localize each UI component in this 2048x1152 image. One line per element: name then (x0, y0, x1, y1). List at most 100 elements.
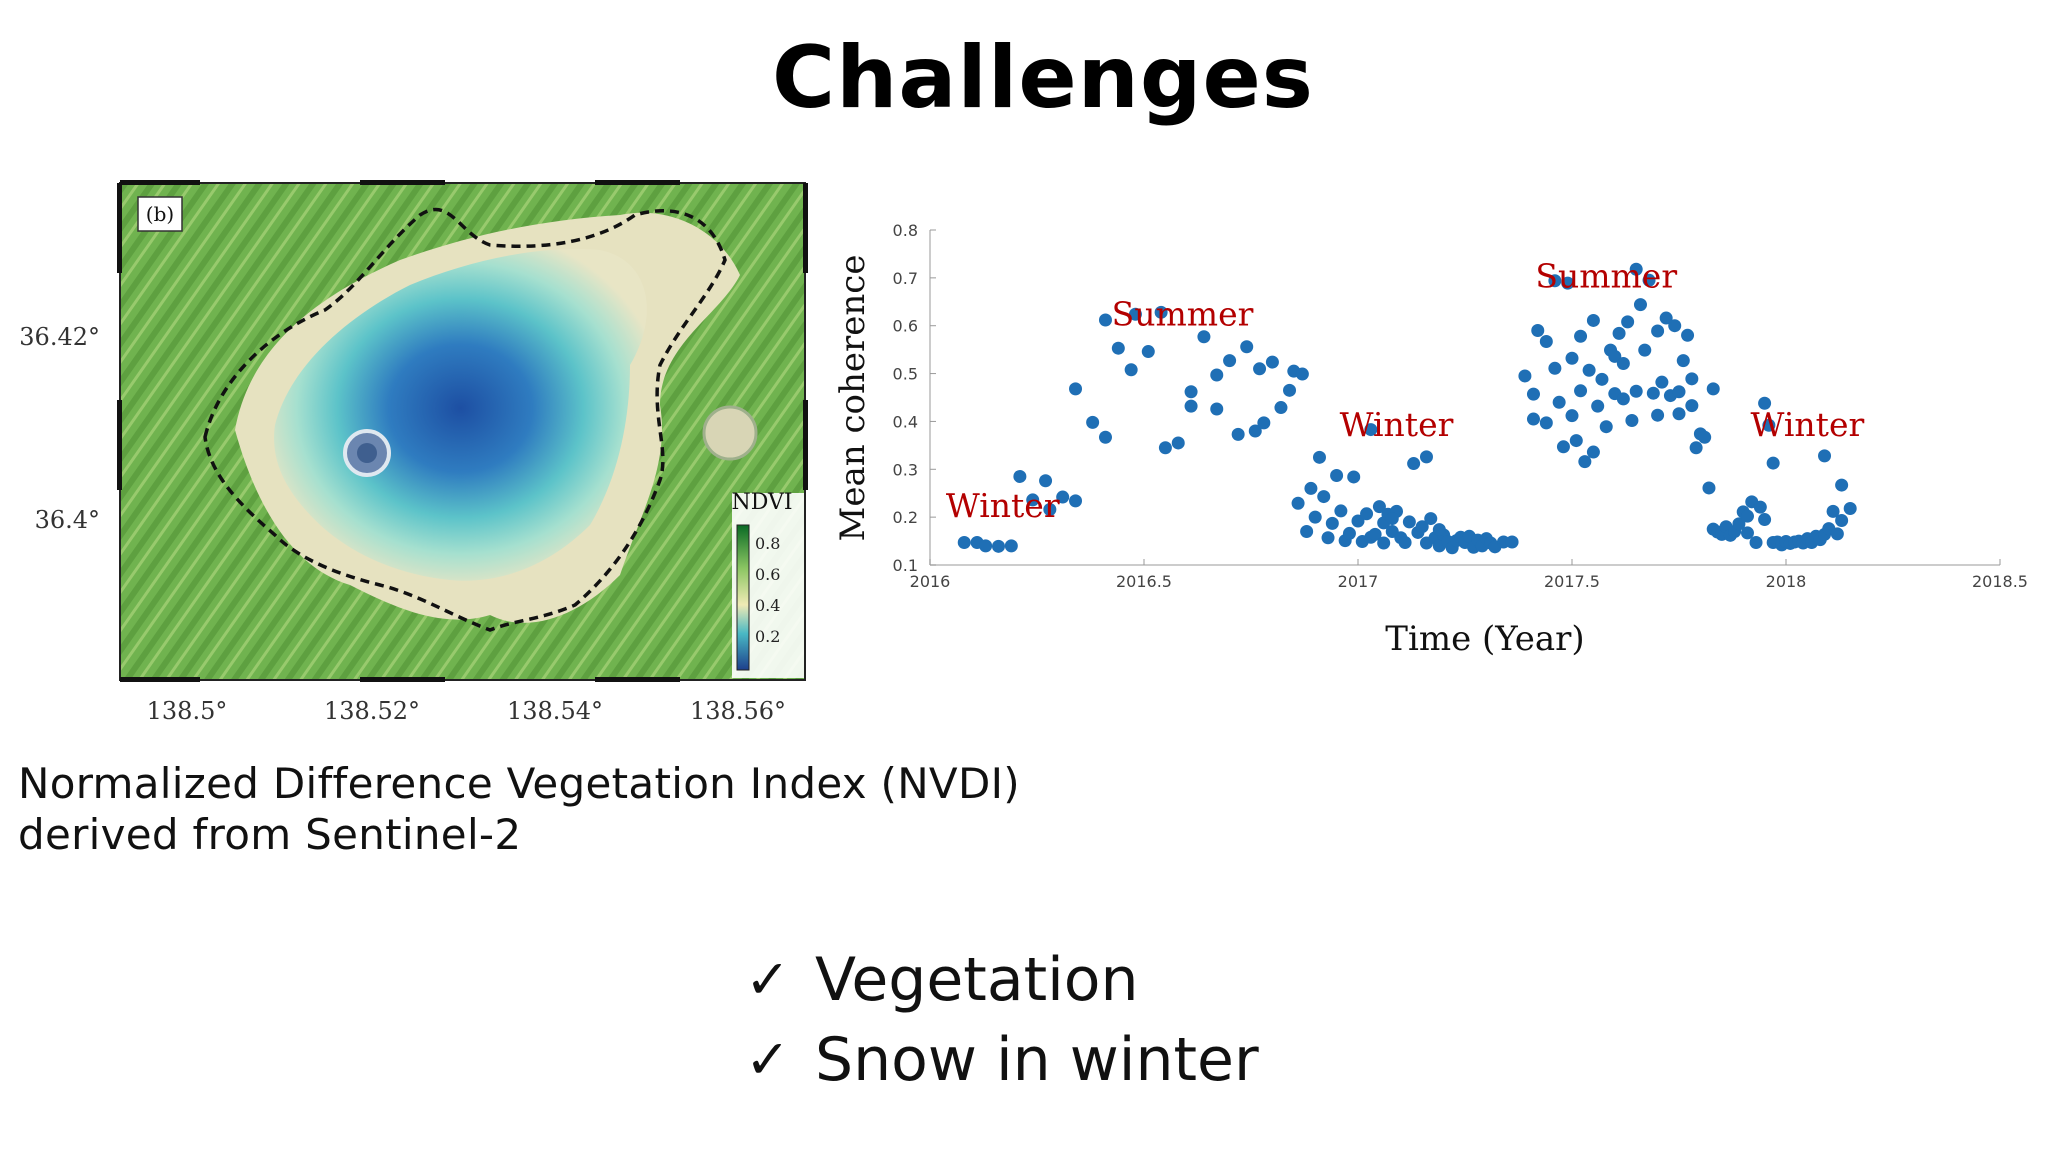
caption-line: Normalized Difference Vegetation Index (… (18, 759, 1020, 808)
data-point (1539, 416, 1553, 430)
data-point (1835, 478, 1849, 492)
y-axis-label: Mean coherence (833, 255, 873, 542)
colorbar-tick: 0.8 (755, 534, 780, 553)
data-point (1646, 386, 1660, 400)
colorbar-tick: 0.2 (755, 627, 780, 646)
data-point (1638, 343, 1652, 357)
data-point (1826, 504, 1840, 518)
x-axis-label: Time (Year) (1385, 619, 1584, 659)
side-cone (702, 405, 758, 461)
data-point (1565, 351, 1579, 365)
data-point (1304, 481, 1318, 495)
data-point (1321, 531, 1335, 545)
data-point (1385, 512, 1399, 526)
data-point (1758, 513, 1772, 527)
data-point (1608, 349, 1622, 363)
check-icon: ✓ (745, 1028, 791, 1091)
data-point (1574, 384, 1588, 398)
y-tick-label: 0.3 (893, 460, 918, 479)
data-point (1633, 298, 1647, 312)
data-point (1685, 399, 1699, 413)
data-point (1531, 324, 1545, 337)
data-point (1368, 527, 1382, 541)
data-point (979, 539, 993, 553)
data-point (1360, 507, 1374, 521)
data-point (1526, 412, 1540, 426)
data-point (1240, 340, 1254, 354)
y-tick-label: 0.4 (893, 412, 918, 431)
data-point (1586, 313, 1600, 327)
data-point (1257, 416, 1271, 430)
caption-line: derived from Sentinel-2 (18, 810, 522, 859)
data-point (1291, 496, 1305, 510)
data-point (1629, 384, 1643, 398)
data-point (1231, 427, 1245, 441)
data-point (1561, 276, 1575, 290)
data-point (1651, 408, 1665, 422)
ndvi-colorbar (736, 524, 750, 671)
data-point (1158, 441, 1172, 455)
data-point (957, 536, 971, 550)
challenge-list: ✓ Vegetation ✓ Snow in winter (745, 940, 1259, 1100)
coherence-scatter: 2016 2016.5 2017 2017.5 2018 2018.5 0.1 0.2 0.3 0… (833, 221, 2028, 659)
map-caption: Normalized Difference Vegetation Index (… (18, 758, 1118, 860)
data-point (1591, 399, 1605, 413)
data-point (1762, 418, 1776, 432)
data-point (1629, 262, 1643, 276)
data-point (1651, 324, 1665, 338)
data-point (1184, 399, 1198, 413)
data-point (1111, 341, 1125, 355)
data-point (1351, 514, 1365, 528)
y-tick-label: 0.6 (893, 317, 918, 336)
data-point (1835, 513, 1849, 527)
data-point (1312, 450, 1326, 464)
panel-label: (b) (146, 202, 174, 226)
data-point (1325, 516, 1339, 530)
data-point (1732, 517, 1746, 531)
data-point (1556, 440, 1570, 454)
data-point (1171, 436, 1185, 450)
data-point (1753, 500, 1767, 514)
data-point (1552, 395, 1566, 409)
data-point (1518, 369, 1532, 383)
lat-label: 36.42° (20, 323, 100, 351)
data-point (1526, 387, 1540, 401)
data-point (1830, 527, 1844, 541)
bullet-text: Snow in winter (815, 1025, 1259, 1095)
data-point (1432, 523, 1446, 537)
study-area-boundary (203, 207, 727, 632)
data-point (1026, 493, 1040, 507)
data-point (1377, 536, 1391, 550)
data-point (1334, 504, 1348, 518)
data-point (1505, 535, 1519, 549)
data-point (1004, 539, 1018, 553)
data-point (1043, 502, 1057, 516)
data-point (1424, 512, 1438, 526)
data-point (1274, 401, 1288, 415)
x-tick-label: 2016 (910, 572, 951, 591)
data-point (1616, 357, 1630, 371)
data-point (1569, 434, 1583, 448)
data-point (1565, 409, 1579, 423)
check-icon: ✓ (745, 948, 791, 1011)
data-point (1039, 474, 1053, 488)
data-point (1672, 407, 1686, 421)
volcano-cone (274, 249, 647, 581)
data-point (1621, 315, 1635, 329)
data-point (991, 539, 1005, 553)
data-point (1740, 509, 1754, 523)
data-point (1347, 470, 1361, 484)
lon-label: 138.54° (507, 697, 603, 725)
data-point (1317, 490, 1331, 504)
data-point (1265, 355, 1279, 369)
data-point (1248, 424, 1262, 438)
data-point (1698, 430, 1712, 444)
x-tick-label: 2018.5 (1972, 572, 2028, 591)
data-point (1056, 490, 1070, 504)
season-annotation: Winter (946, 486, 1060, 525)
x-tick-label: 2017 (1338, 572, 1379, 591)
data-point (1419, 450, 1433, 464)
y-tick-label: 0.7 (893, 269, 918, 288)
coherence-chart: 2016 2016.5 2017 2017.5 2018 2018.5 0.1 0.2 0.3 0… (830, 210, 2048, 680)
data-point (1098, 430, 1112, 444)
